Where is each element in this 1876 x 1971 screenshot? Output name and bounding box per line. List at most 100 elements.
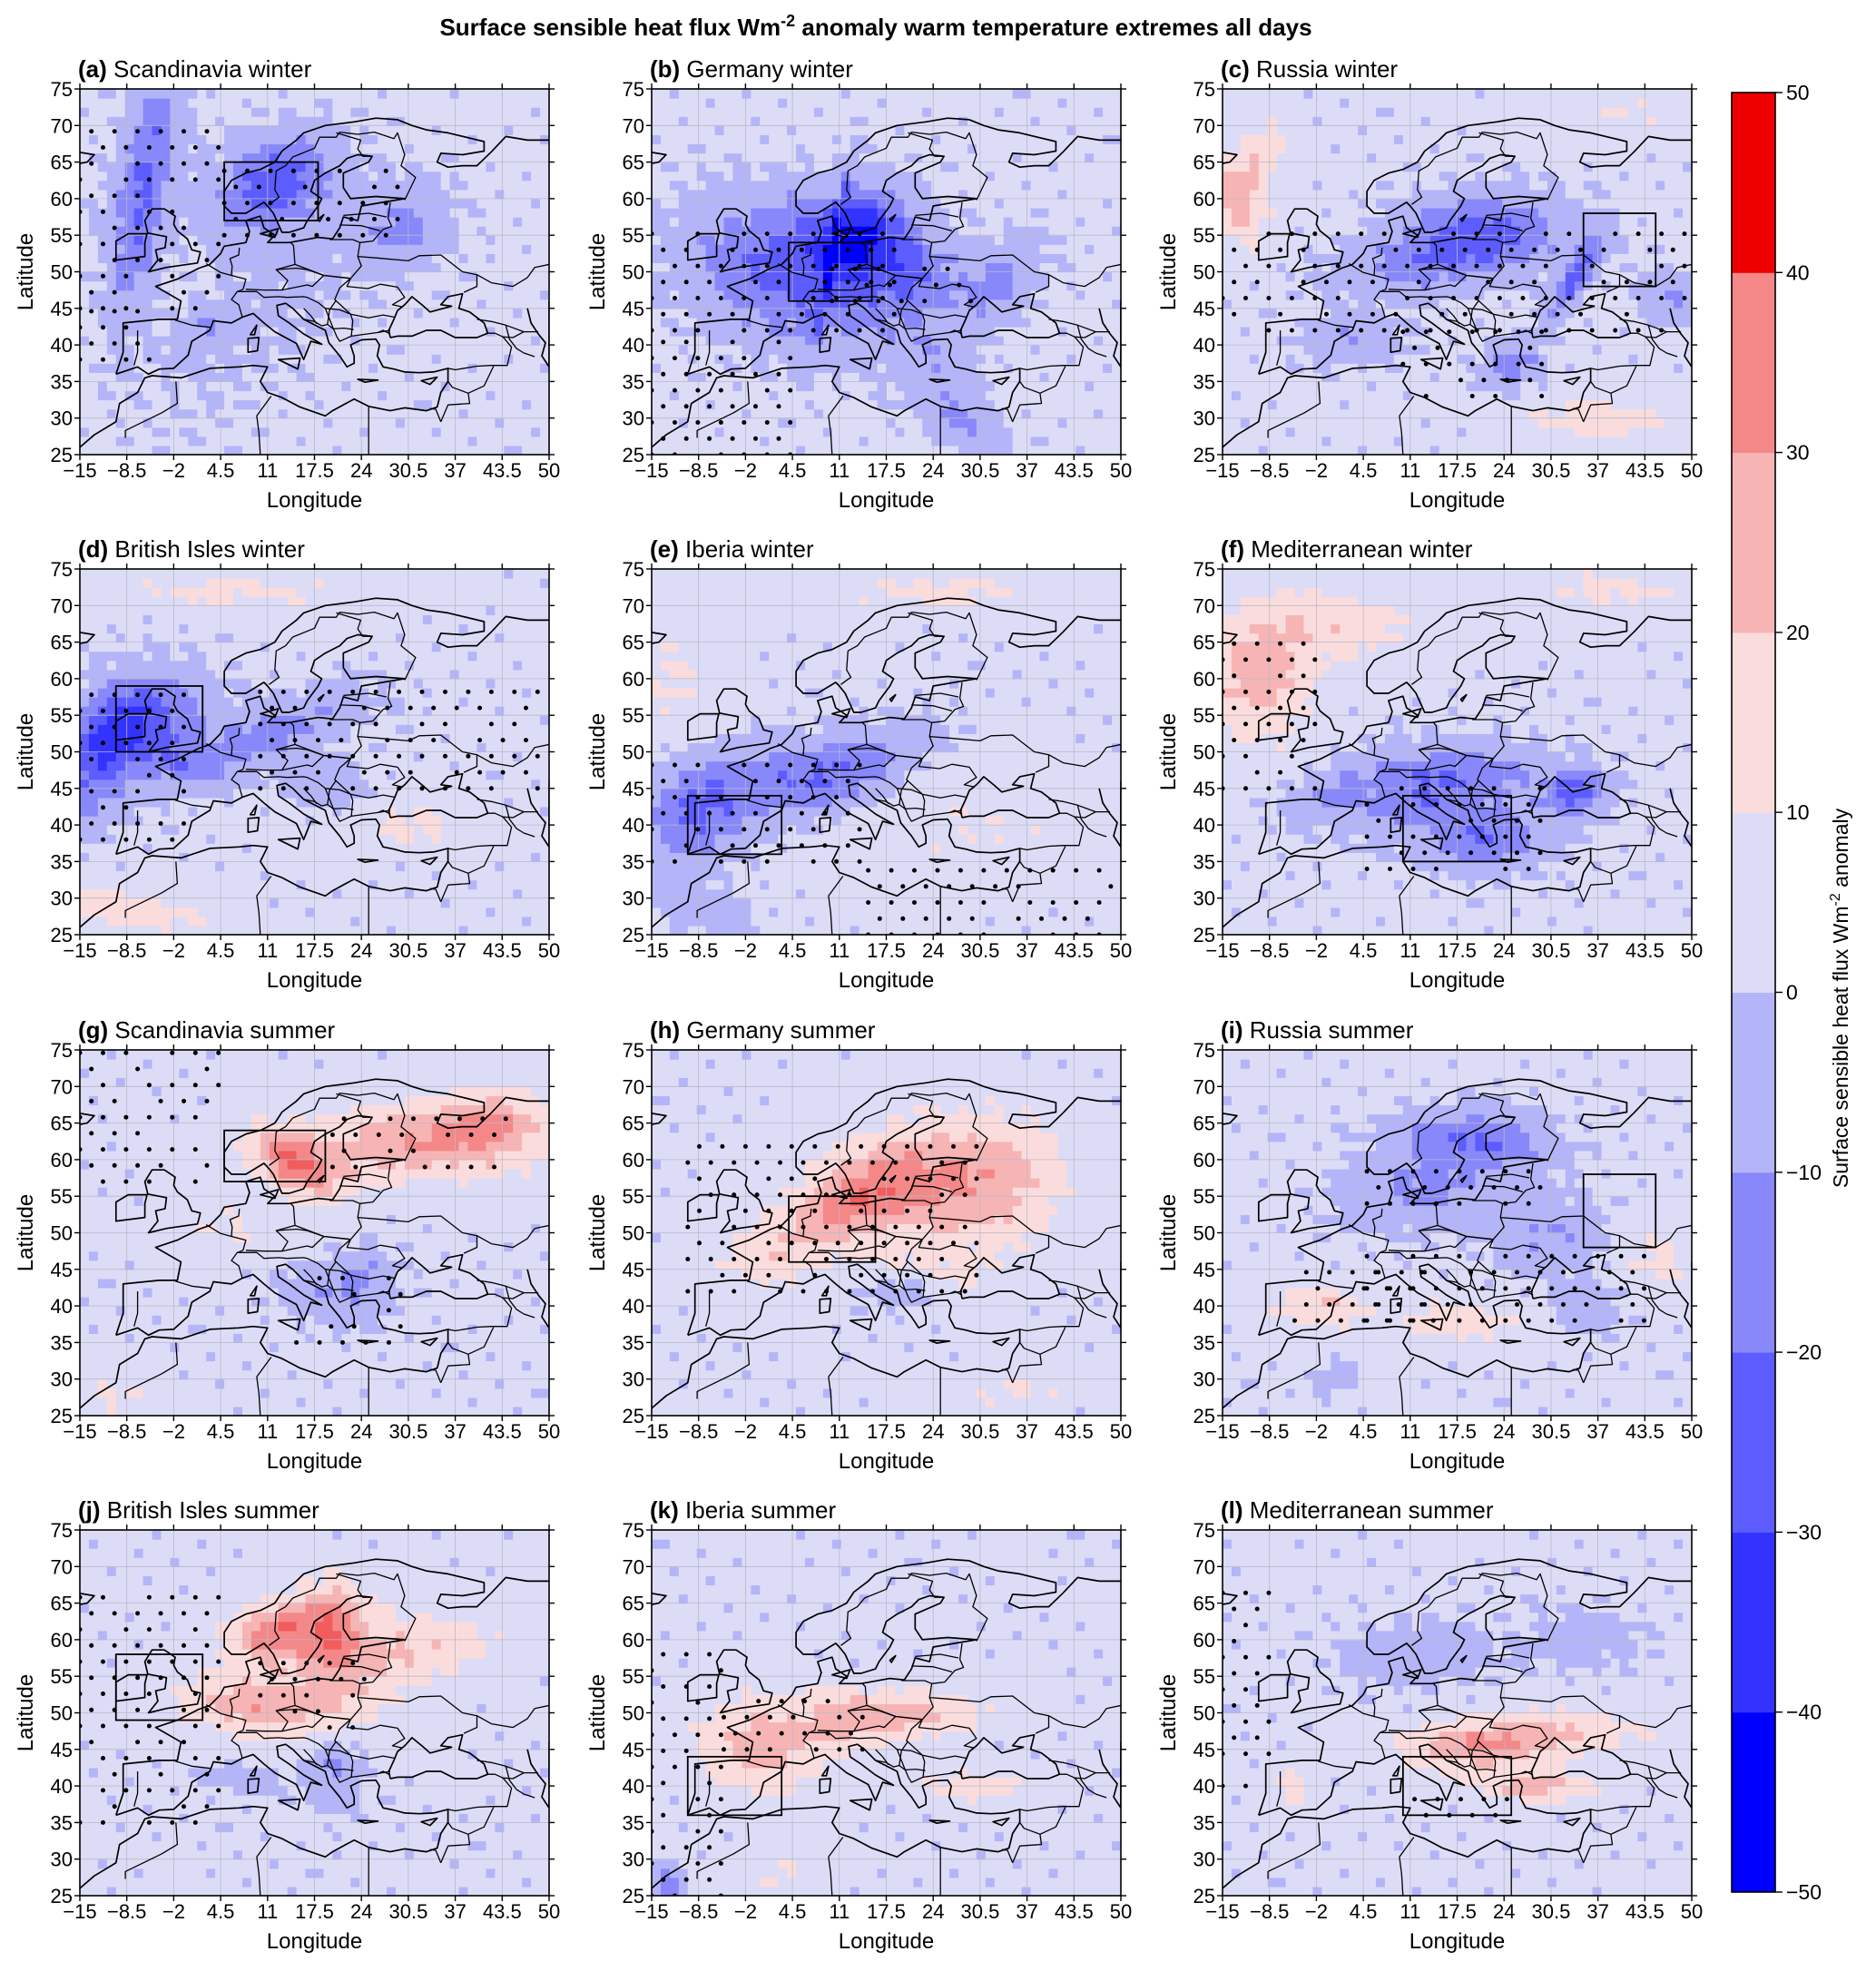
heatmap-cell: [260, 262, 270, 273]
heatmap-cell: [378, 289, 388, 300]
heatmap-cell: [868, 107, 879, 117]
heatmap-cell: [922, 143, 932, 154]
heatmap-cell: [760, 289, 770, 300]
heatmap-cell: [476, 427, 486, 437]
heatmap-cell: [687, 271, 698, 282]
heatmap-cell: [88, 399, 99, 410]
heatmap-cell: [504, 427, 514, 437]
heatmap-cell: [705, 289, 716, 300]
country-border: [476, 263, 549, 288]
stipple-dot: [683, 279, 689, 285]
heatmap-cell: [687, 143, 698, 154]
heatmap-cell: [431, 417, 442, 428]
heatmap-cell: [1076, 235, 1085, 245]
heatmap-cell: [787, 89, 797, 99]
heatmap-cell: [1276, 317, 1287, 328]
heatmap-cell: [206, 89, 216, 99]
heatmap-cell: [161, 226, 172, 236]
heatmap-cell: [449, 427, 460, 437]
heatmap-cell: [142, 399, 153, 410]
heatmap-cell: [1021, 354, 1032, 364]
heatmap-cell: [967, 107, 977, 117]
heatmap-cell: [323, 116, 333, 126]
heatmap-cell: [422, 162, 433, 172]
stipple-dot: [730, 247, 735, 252]
heatmap-cell: [660, 299, 671, 309]
heatmap-cell: [850, 280, 860, 291]
heatmap-cell: [813, 299, 824, 309]
heatmap-cell: [940, 134, 950, 145]
heatmap-cell: [350, 262, 360, 273]
heatmap-cell: [170, 427, 180, 437]
heatmap-cell: [1249, 417, 1260, 428]
heatmap-cell: [850, 336, 860, 346]
heatmap-cell: [742, 271, 751, 282]
heatmap-cell: [1039, 189, 1050, 200]
heatmap-cell: [652, 98, 662, 108]
heatmap-cell: [886, 89, 897, 99]
heatmap-cell: [97, 427, 108, 437]
heatmap-cell: [931, 134, 941, 145]
heatmap-cell: [1258, 363, 1269, 373]
heatmap-cell: [1249, 390, 1260, 401]
heatmap-cell: [922, 436, 932, 446]
heatmap-cell: [197, 107, 207, 117]
heatmap-cell: [1276, 125, 1287, 135]
heatmap-cell: [760, 134, 770, 145]
stipple-dot: [395, 217, 400, 221]
heatmap-cell: [431, 171, 442, 181]
heatmap-cell: [224, 336, 234, 346]
heatmap-cell: [314, 271, 325, 282]
heatmap-cell: [1012, 134, 1023, 145]
heatmap-cell: [80, 180, 90, 191]
heatmap-cell: [115, 244, 126, 254]
heatmap-cell: [495, 381, 505, 392]
heatmap-cell: [1258, 89, 1269, 99]
heatmap-cell: [422, 345, 433, 355]
heatmap-cell: [161, 98, 172, 108]
heatmap-cell: [1012, 235, 1023, 245]
heatmap-cell: [378, 299, 388, 309]
heatmap-cell: [260, 226, 270, 236]
heatmap-cell: [1030, 289, 1041, 300]
heatmap-cell: [1048, 390, 1058, 401]
heatmap-cell: [241, 180, 252, 191]
heatmap-cell: [1057, 207, 1067, 218]
heatmap-cell: [188, 436, 198, 446]
heatmap-cell: [323, 354, 333, 364]
heatmap-cell: [769, 308, 779, 319]
heatmap-cell: [495, 354, 505, 364]
heatmap-cell: [106, 326, 117, 337]
heatmap-cell: [115, 289, 126, 300]
heatmap-cell: [188, 381, 198, 392]
heatmap-cell: [179, 289, 189, 300]
heatmap-cell: [323, 143, 333, 154]
heatmap-cell: [467, 217, 478, 227]
heatmap-cell: [660, 289, 671, 300]
heatmap-cell: [1048, 372, 1058, 382]
heatmap-cell: [723, 399, 734, 410]
heatmap-cell: [1076, 399, 1085, 410]
heatmap-cell: [994, 326, 1005, 337]
heatmap-cell: [305, 299, 316, 309]
heatmap-cell: [449, 143, 460, 154]
stipple-dot: [268, 168, 273, 173]
heatmap-cell: [1112, 253, 1121, 264]
heatmap-cell: [486, 308, 496, 319]
heatmap-cell: [378, 363, 388, 373]
heatmap-cell: [88, 235, 99, 245]
heatmap-cell: [88, 271, 99, 282]
heatmap-cell: [931, 372, 941, 382]
heatmap-cell: [1076, 116, 1085, 126]
heatmap-cell: [1085, 445, 1095, 455]
heatmap-cell: [206, 390, 216, 401]
heatmap-cell: [723, 98, 734, 108]
heatmap-cell: [359, 317, 369, 328]
heatmap-cell: [522, 116, 532, 126]
heatmap-cell: [913, 326, 923, 337]
heatmap-cell: [976, 244, 987, 254]
heatmap-cell: [124, 207, 135, 218]
heatmap-cell: [840, 354, 851, 364]
heatmap-cell: [88, 326, 99, 337]
heatmap-cell: [215, 372, 225, 382]
